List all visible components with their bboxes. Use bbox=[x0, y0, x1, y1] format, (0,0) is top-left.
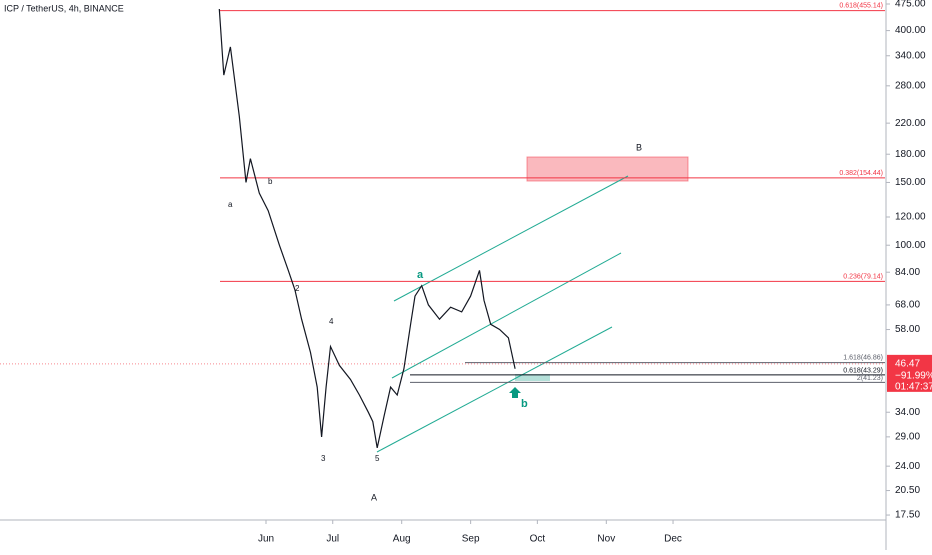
x-tick-label: Sep bbox=[462, 534, 480, 545]
fib-label: 0.382(154.44) bbox=[839, 170, 883, 177]
wave-label: a bbox=[417, 269, 424, 281]
up-arrow bbox=[509, 387, 521, 398]
y-tick-label: 280.00 bbox=[895, 80, 926, 91]
countdown: 01:47:37 bbox=[895, 382, 932, 393]
last-price: 46.47 bbox=[895, 359, 920, 370]
x-tick-label: Jun bbox=[258, 534, 274, 545]
wave-label: 5 bbox=[375, 454, 380, 463]
y-tick-label: 340.00 bbox=[895, 50, 926, 61]
y-tick-label: 58.00 bbox=[895, 324, 920, 335]
wave-label: 3 bbox=[321, 454, 326, 463]
symbol-title: ICP / TetherUS, 4h, BINANCE bbox=[4, 3, 124, 13]
y-tick-label: 24.00 bbox=[895, 461, 920, 472]
channel-line bbox=[391, 252, 622, 379]
y-tick-label: 475.00 bbox=[895, 0, 926, 10]
x-tick-label: Nov bbox=[597, 534, 615, 545]
price-line bbox=[218, 8, 516, 449]
y-tick-label: 180.00 bbox=[895, 149, 926, 160]
wave-label: B bbox=[636, 142, 642, 152]
price-tag bbox=[887, 354, 932, 392]
y-tick-label: 150.00 bbox=[895, 177, 926, 188]
y-tick-label: 84.00 bbox=[895, 267, 920, 278]
change: −91.99% bbox=[895, 371, 932, 382]
y-tick-label: 400.00 bbox=[895, 25, 926, 36]
wave-label: A bbox=[371, 492, 377, 502]
wave-label: 4 bbox=[329, 317, 334, 326]
fib-label: 0.618(43.29) bbox=[843, 368, 883, 375]
y-tick-label: 220.00 bbox=[895, 118, 926, 129]
wave-label: 2 bbox=[295, 284, 300, 293]
target-box bbox=[526, 156, 689, 182]
wave-label: b bbox=[268, 177, 273, 186]
x-tick-label: Oct bbox=[530, 534, 546, 545]
y-tick-label: 29.00 bbox=[895, 431, 920, 442]
fib-label: 1.618(46.86) bbox=[843, 354, 883, 361]
x-tick-label: Jul bbox=[326, 534, 339, 545]
channel-line bbox=[393, 175, 629, 302]
y-tick-label: 20.50 bbox=[895, 485, 920, 496]
y-tick-label: 120.00 bbox=[895, 212, 926, 223]
channel-line bbox=[376, 326, 613, 453]
wave-label: b bbox=[521, 398, 528, 410]
fib-label: 2(41.23) bbox=[857, 375, 883, 382]
x-tick-label: Dec bbox=[664, 534, 682, 545]
fib-label: 0.236(79.14) bbox=[843, 273, 883, 280]
fib-label: 0.618(455.14) bbox=[839, 2, 883, 9]
channel bbox=[376, 175, 629, 453]
y-tick-label: 34.00 bbox=[895, 407, 920, 418]
overlay: 0.618(455.14) 0.382(154.44) 0.236(79.14) 1.… bbox=[0, 2, 885, 449]
wave-label: a bbox=[228, 200, 233, 209]
y-tick-label: 68.00 bbox=[895, 300, 920, 311]
support-box bbox=[515, 374, 550, 381]
x-tick-label: Aug bbox=[393, 534, 411, 545]
y-tick-label: 100.00 bbox=[895, 240, 926, 251]
y-tick-label: 17.50 bbox=[895, 510, 920, 521]
